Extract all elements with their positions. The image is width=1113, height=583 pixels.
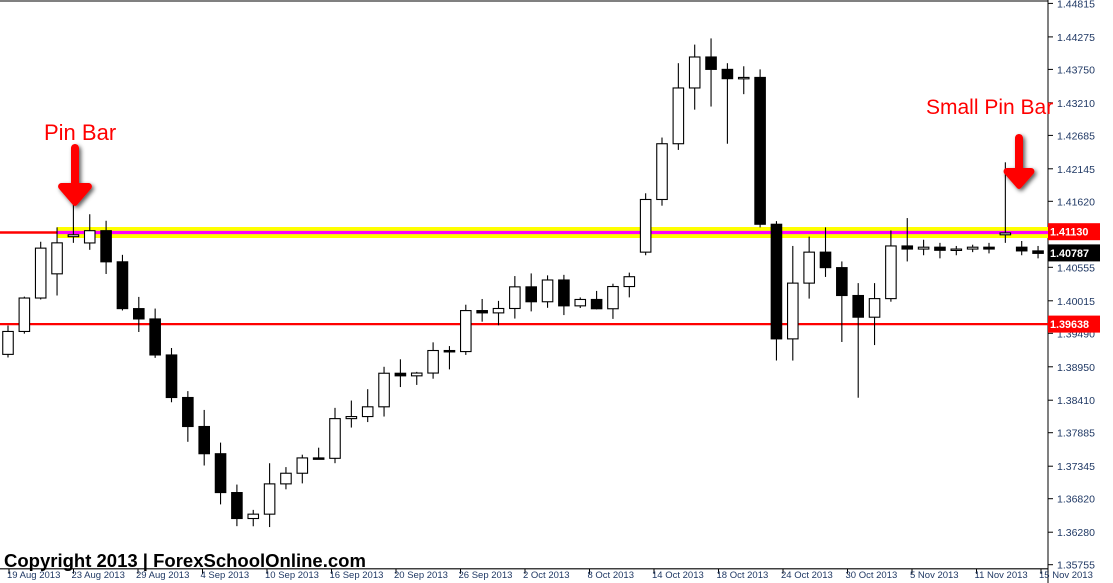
svg-text:16 Sep 2013: 16 Sep 2013	[330, 570, 384, 581]
svg-text:26 Sep 2013: 26 Sep 2013	[459, 570, 513, 581]
svg-text:8 Oct 2013: 8 Oct 2013	[588, 570, 634, 581]
svg-text:1.38950: 1.38950	[1057, 362, 1095, 374]
svg-text:15 Nov 2013: 15 Nov 2013	[1039, 570, 1093, 581]
svg-text:Pin Bar: Pin Bar	[44, 120, 116, 145]
svg-text:1.44275: 1.44275	[1057, 32, 1095, 44]
svg-text:Small Pin Bar: Small Pin Bar	[926, 96, 1053, 119]
svg-text:4 Sep 2013: 4 Sep 2013	[201, 570, 250, 581]
svg-text:24 Oct 2013: 24 Oct 2013	[781, 570, 833, 581]
svg-text:29 Aug 2013: 29 Aug 2013	[136, 570, 189, 581]
svg-text:1.40787: 1.40787	[1050, 248, 1089, 260]
svg-text:1.40555: 1.40555	[1057, 262, 1095, 274]
svg-text:1.42145: 1.42145	[1057, 164, 1095, 176]
svg-text:20 Sep 2013: 20 Sep 2013	[394, 570, 448, 581]
svg-text:1.36280: 1.36280	[1057, 527, 1095, 539]
svg-text:23 Aug 2013: 23 Aug 2013	[72, 570, 125, 581]
svg-text:1.37885: 1.37885	[1057, 428, 1095, 440]
svg-text:1.40015: 1.40015	[1057, 296, 1095, 308]
svg-text:Copyright 2013 | ForexSchoolOn: Copyright 2013 | ForexSchoolOnline.com	[4, 550, 366, 571]
svg-text:14 Oct 2013: 14 Oct 2013	[652, 570, 704, 581]
svg-text:1.43750: 1.43750	[1057, 64, 1095, 76]
svg-text:18 Oct 2013: 18 Oct 2013	[717, 570, 769, 581]
svg-text:5 Nov 2013: 5 Nov 2013	[910, 570, 959, 581]
svg-text:2 Oct 2013: 2 Oct 2013	[523, 570, 569, 581]
svg-text:1.39638: 1.39638	[1050, 319, 1089, 331]
svg-text:19 Aug 2013: 19 Aug 2013	[7, 570, 60, 581]
svg-text:11 Nov 2013: 11 Nov 2013	[975, 570, 1028, 581]
svg-text:1.36820: 1.36820	[1057, 494, 1095, 506]
svg-text:1.43210: 1.43210	[1057, 98, 1095, 110]
svg-text:1.37345: 1.37345	[1057, 461, 1095, 473]
svg-text:1.38410: 1.38410	[1057, 395, 1095, 407]
svg-text:30 Oct 2013: 30 Oct 2013	[846, 570, 898, 581]
svg-text:1.41620: 1.41620	[1057, 196, 1095, 208]
svg-text:10 Sep 2013: 10 Sep 2013	[265, 570, 319, 581]
svg-text:1.42685: 1.42685	[1057, 130, 1095, 142]
svg-text:1.44815: 1.44815	[1057, 0, 1095, 10]
svg-text:1.41130: 1.41130	[1050, 227, 1088, 239]
